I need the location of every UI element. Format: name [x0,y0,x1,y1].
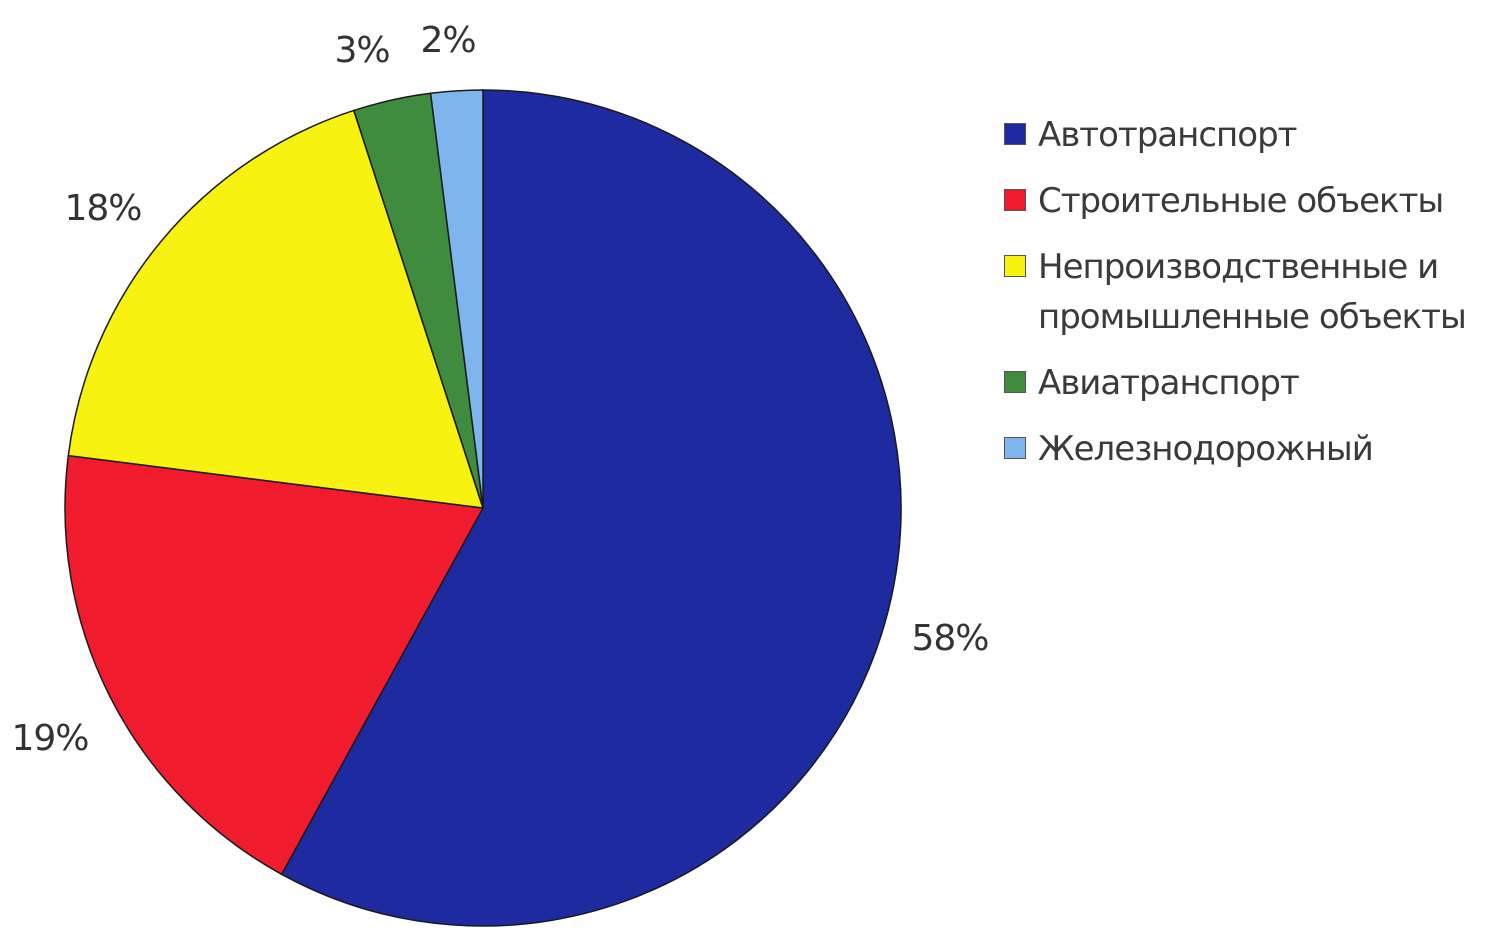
legend-swatch-zheleznodorozhny [1004,437,1026,459]
legend-item-zheleznodorozhny: Железнодорожный [1004,424,1499,474]
legend-item-avtotransport: Автотранспорт [1004,110,1499,160]
legend-item-aviatransport: Авиатранспорт [1004,358,1499,408]
chart-legend: Автотранспорт Строительные объекты Непро… [1004,110,1499,490]
legend-item-neproizvodstvennye: Непроизводственные и промышленные объект… [1004,242,1499,342]
pie-slice-4 [429,89,484,509]
legend-swatch-avtotransport [1004,123,1026,145]
legend-label-zheleznodorozhny: Железнодорожный [1038,429,1374,469]
pie-value-label-3: 3% [334,30,389,71]
legend-item-stroitelnye: Строительные объекты [1004,176,1499,226]
pie-slice-1 [64,454,485,876]
legend-label-neproizvodstvennye: Непроизводственные и промышленные объект… [1038,247,1467,337]
pie-slices [64,89,902,927]
legend-label-aviatransport: Авиатранспорт [1038,363,1300,403]
legend-label-avtotransport: Автотранспорт [1038,115,1297,155]
pie-value-labels: 58% 19% 18% 3% 2% [11,20,989,759]
pie-value-label-2: 18% [64,188,141,229]
legend-swatch-neproizvodstvennye [1004,255,1026,277]
pie-value-label-0: 58% [911,618,988,659]
pie-slice-2 [67,109,485,509]
pie-slice-0 [280,89,902,927]
legend-swatch-stroitelnye [1004,189,1026,211]
pie-value-label-4: 2% [420,20,475,61]
legend-label-stroitelnye: Строительные объекты [1038,181,1444,221]
legend-swatch-aviatransport [1004,371,1026,393]
pie-value-label-1: 19% [11,718,88,759]
